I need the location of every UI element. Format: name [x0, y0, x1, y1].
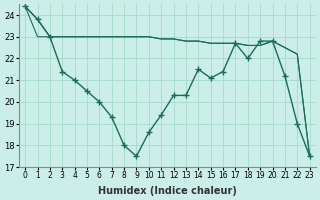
X-axis label: Humidex (Indice chaleur): Humidex (Indice chaleur): [98, 186, 237, 196]
